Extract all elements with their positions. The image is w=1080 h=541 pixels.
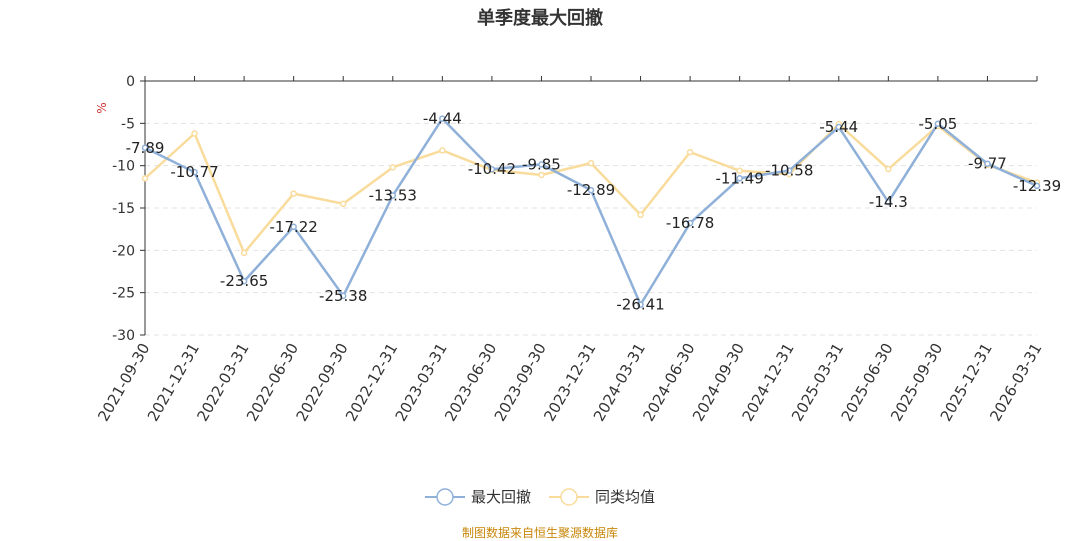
legend-swatch-icon xyxy=(549,487,589,506)
x-tick-label: 2025-06-30 xyxy=(838,340,897,425)
x-tick-label: 2026-03-31 xyxy=(986,340,1045,425)
chart-legend: 最大回撤 同类均值 xyxy=(0,486,1080,507)
data-label: -10.42 xyxy=(468,160,516,178)
data-point xyxy=(191,130,198,137)
data-point xyxy=(587,186,595,194)
x-tick-label: 2023-12-31 xyxy=(540,340,599,425)
data-point xyxy=(835,123,843,131)
data-point xyxy=(240,277,248,285)
y-tick-label: -30 xyxy=(112,328,135,344)
data-point xyxy=(736,167,743,174)
x-tick-label: 2024-12-31 xyxy=(739,340,798,425)
data-point xyxy=(389,192,397,199)
data-label: -11.49 xyxy=(715,169,763,187)
data-label: -5.44 xyxy=(819,118,858,136)
x-tick-label: 2025-12-31 xyxy=(937,340,996,425)
x-tick-label: 2024-06-30 xyxy=(639,340,698,425)
data-point xyxy=(141,175,149,182)
data-point xyxy=(1033,182,1041,190)
y-axis-unit-label: % xyxy=(95,102,109,113)
data-point xyxy=(191,168,198,176)
data-label: -13.53 xyxy=(369,187,417,205)
x-tick-label: 2022-03-31 xyxy=(193,340,252,425)
data-point xyxy=(339,200,347,208)
legend-label: 同类均值 xyxy=(595,488,656,506)
y-tick-label: -10 xyxy=(112,159,135,175)
x-tick-label: 2022-09-30 xyxy=(293,340,352,425)
x-tick-label: 2023-03-31 xyxy=(392,340,451,425)
x-tick-label: 2024-09-30 xyxy=(689,340,748,425)
data-point xyxy=(488,165,496,173)
x-tick-label: 2021-12-31 xyxy=(144,340,203,425)
data-point xyxy=(736,175,743,182)
y-tick-label: -5 xyxy=(121,116,135,132)
x-tick-label: 2023-06-30 xyxy=(441,340,500,425)
chart-title: 单季度最大回撤 xyxy=(477,8,603,29)
y-tick-label: 0 xyxy=(126,74,135,90)
data-point xyxy=(339,292,347,300)
data-point xyxy=(290,223,297,231)
data-point xyxy=(785,167,793,174)
data-label: -9.77 xyxy=(968,155,1007,173)
data-point xyxy=(637,211,644,219)
data-label: -9.85 xyxy=(522,155,561,173)
data-point xyxy=(686,219,694,227)
data-point xyxy=(587,159,595,167)
data-label: -17.22 xyxy=(269,218,317,236)
data-label: -5.05 xyxy=(918,115,957,133)
data-point xyxy=(290,190,297,197)
legend-swatch-icon xyxy=(424,487,465,506)
data-point xyxy=(934,120,942,128)
data-point xyxy=(439,115,446,122)
data-point xyxy=(538,161,545,168)
data-label: -12.39 xyxy=(1013,177,1061,195)
y-tick-label: -25 xyxy=(112,286,135,302)
data-point xyxy=(538,171,545,179)
data-point xyxy=(240,249,248,257)
data-point xyxy=(885,165,892,173)
data-point xyxy=(885,198,892,206)
data-label: -14.3 xyxy=(869,193,908,211)
data-label: -23.65 xyxy=(220,272,268,290)
data-label: -7.89 xyxy=(126,139,165,157)
legend-item[interactable]: 同类均值 xyxy=(549,486,655,507)
y-tick-label: -20 xyxy=(112,243,135,259)
data-label: -4.44 xyxy=(423,110,462,128)
y-tick-label: -15 xyxy=(112,201,135,217)
x-tick-label: 2024-03-31 xyxy=(590,340,649,425)
data-label: -10.58 xyxy=(765,162,813,180)
x-tick-label: 2022-06-30 xyxy=(243,340,302,425)
x-tick-label: 2022-12-31 xyxy=(342,340,401,425)
data-point xyxy=(439,147,446,154)
data-label: -12.89 xyxy=(567,181,615,199)
data-label: -10.77 xyxy=(170,163,218,181)
data-point xyxy=(141,144,149,152)
x-tick-label: 2023-09-30 xyxy=(491,340,550,425)
data-point xyxy=(686,148,694,156)
x-tick-label: 2021-09-30 xyxy=(94,340,153,425)
data-point xyxy=(984,160,991,167)
legend-label: 最大回撤 xyxy=(470,488,531,506)
data-label: -25.38 xyxy=(319,287,367,305)
data-label: -26.41 xyxy=(616,296,664,314)
x-tick-label: 2025-03-31 xyxy=(788,340,847,425)
x-tick-label: 2025-09-30 xyxy=(887,340,946,425)
data-point xyxy=(389,164,397,171)
data-point xyxy=(637,301,644,308)
data-label: -16.78 xyxy=(666,214,714,232)
data-source-note: 制图数据来自恒生聚源数据库 xyxy=(461,526,618,540)
legend-item[interactable]: 最大回撤 xyxy=(424,486,531,507)
